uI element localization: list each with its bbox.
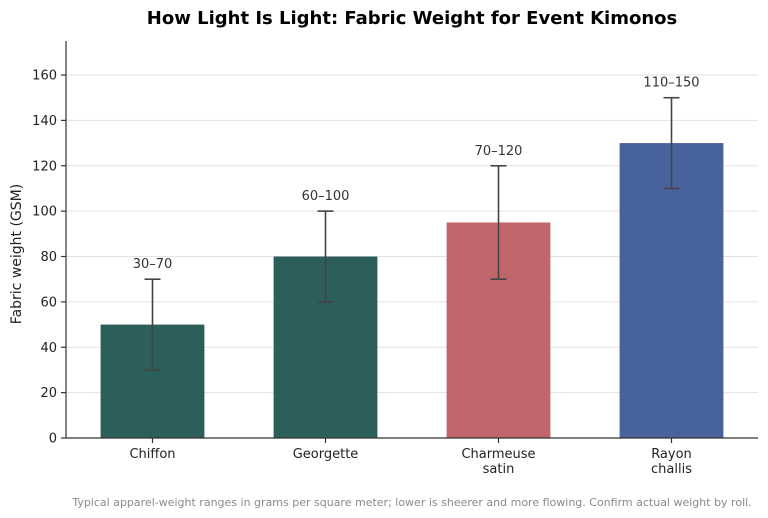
range-label: 60–100 [302,189,350,204]
x-tick-label: Chiffon [129,447,175,462]
y-tick-labels: 0 20 40 60 80 100 120 140 160 [32,69,57,447]
x-tick-label: satin [483,462,515,477]
y-tick-label: 80 [40,250,57,265]
bars [100,143,724,439]
y-tick-label: 120 [32,159,57,174]
x-tick-label: Charmeuse [461,447,535,462]
y-tick-label: 0 [49,432,57,447]
x-tick-label: Rayon [651,447,692,462]
axes [61,41,758,443]
y-axis-label: Fabric weight (GSM) [9,184,25,324]
y-tick-label: 160 [32,69,57,84]
range-label: 70–120 [475,144,523,159]
range-labels: 30–70 60–100 70–120 110–150 [133,76,700,272]
chart-caption: Typical apparel-weight ranges in grams p… [71,496,751,509]
range-label: 110–150 [643,76,699,91]
x-tick-label: challis [651,462,692,477]
y-tick-label: 20 [40,386,57,401]
y-tick-label: 100 [32,205,57,220]
bar [619,143,724,439]
y-tick-label: 60 [40,295,57,310]
y-tick-label: 140 [32,114,57,129]
chart-title: How Light Is Light: Fabric Weight for Ev… [147,8,677,29]
y-tick-label: 40 [40,341,57,356]
range-label: 30–70 [133,257,173,272]
x-tick-label: Georgette [293,447,359,462]
error-bars [144,96,680,371]
